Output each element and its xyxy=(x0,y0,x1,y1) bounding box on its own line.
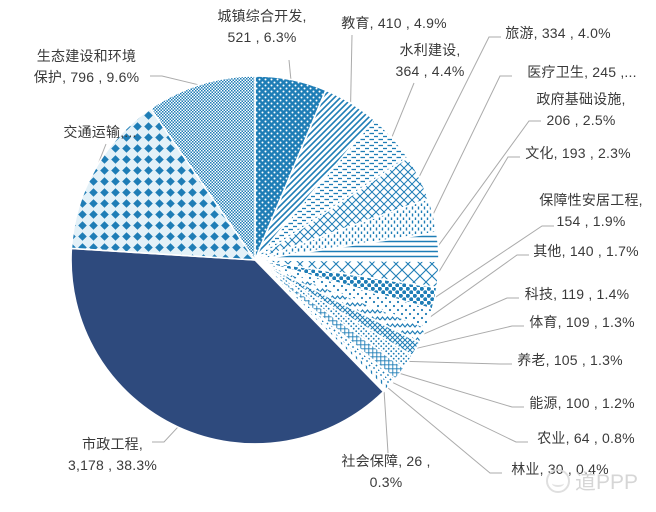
slice-label-line: 能源, 100 , 1.2% xyxy=(529,395,635,411)
slice-label-line: 教育, 410 , 4.9% xyxy=(341,15,447,31)
slice-label-transportation: 交通运输,... xyxy=(20,122,180,143)
watermark-text: 道PPP xyxy=(575,471,639,494)
leader-line-affordable-housing xyxy=(433,225,554,299)
leader-line-technology xyxy=(421,297,519,336)
slice-label-line: 文化, 193 , 2.3% xyxy=(525,145,631,161)
slice-label-education: 教育, 410 , 4.9% xyxy=(314,13,474,34)
slice-label-energy: 能源, 100 , 1.2% xyxy=(502,393,656,414)
slice-label-line: 养老, 105 , 1.3% xyxy=(517,352,623,368)
leader-line-education xyxy=(350,34,353,105)
slice-label-line: 154 , 1.9% xyxy=(556,213,626,229)
leader-line-other xyxy=(428,254,529,319)
slice-label-line: 364 , 4.4% xyxy=(395,63,465,79)
slice-label-affordable-housing: 保障性安居工程, 154 , 1.9% xyxy=(502,190,656,232)
watermark: 道PPP xyxy=(546,466,638,496)
slice-label-line: 交通运输,... xyxy=(63,124,137,140)
pie-slice-transportation xyxy=(70,107,256,261)
slice-label-tourism: 旅游, 334 , 4.0% xyxy=(478,23,638,44)
slice-label-line: 科技, 119 , 1.4% xyxy=(524,286,630,302)
slice-label-ecology-environment: 生态建设和环境 保护, 796 , 9.6% xyxy=(4,46,169,88)
leader-line-elderly-care xyxy=(407,360,512,365)
leader-line-water-conservancy xyxy=(391,82,415,139)
pie-slice-municipal-engineering xyxy=(70,247,385,445)
slice-label-urban-comprehensive-development: 城镇综合开发, 521 , 6.3% xyxy=(182,6,342,48)
leader-line-urban-comprehensive-development xyxy=(288,59,292,81)
slice-label-line: 社会保障, 26 , xyxy=(341,453,431,469)
slice-label-other: 其他, 140 , 1.7% xyxy=(506,241,656,262)
leader-line-culture xyxy=(436,156,520,275)
slice-label-line: 体育, 109 , 1.3% xyxy=(529,314,635,330)
slice-label-technology: 科技, 119 , 1.4% xyxy=(497,284,656,305)
slice-label-line: 水利建设, xyxy=(399,42,461,58)
slice-label-line: 市政工程, xyxy=(82,436,143,452)
leader-line-energy xyxy=(398,372,524,408)
slice-label-water-conservancy: 水利建设, 364 , 4.4% xyxy=(350,40,510,82)
slice-label-line: 农业, 64 , 0.8% xyxy=(537,430,635,446)
pie-slice-ecology-environment xyxy=(149,75,256,261)
slice-label-line: 政府基础设施, xyxy=(536,91,626,107)
slice-label-line: 城镇综合开发, xyxy=(217,8,307,24)
leader-line-municipal-engineering xyxy=(152,425,179,443)
slice-label-line: 保护, 796 , 9.6% xyxy=(33,69,140,85)
slice-label-municipal-engineering: 市政工程, 3,178 , 38.3% xyxy=(30,434,195,476)
leader-line-ecology-environment xyxy=(150,75,201,86)
leader-line-sports xyxy=(414,325,524,350)
slice-label-healthcare: 医疗卫生, 245 ,... xyxy=(496,62,656,83)
leader-line-agriculture xyxy=(391,381,528,443)
slice-label-sports: 体育, 109 , 1.3% xyxy=(502,312,656,333)
slice-label-line: 旅游, 334 , 4.0% xyxy=(505,25,611,41)
slice-label-line: 0.3% xyxy=(369,474,403,490)
leader-line-social-security xyxy=(383,389,389,454)
slice-label-line: 其他, 140 , 1.7% xyxy=(533,243,639,259)
slice-label-social-security: 社会保障, 26 , 0.3% xyxy=(306,451,466,493)
slice-label-agriculture: 农业, 64 , 0.8% xyxy=(506,428,656,449)
slice-label-line: 521 , 6.3% xyxy=(227,29,297,45)
slice-label-line: 生态建设和环境 xyxy=(36,48,137,64)
slice-label-line: 医疗卫生, 245 ,... xyxy=(527,64,637,80)
leader-line-tourism xyxy=(418,36,501,179)
leader-line-healthcare xyxy=(432,75,512,216)
watermark-circle-stamp-icon xyxy=(546,469,570,493)
slice-label-elderly-care: 养老, 105 , 1.3% xyxy=(490,350,650,371)
leader-line-government-infrastructure xyxy=(437,120,541,248)
slice-label-line: 206 , 2.5% xyxy=(546,112,616,128)
slice-label-culture: 文化, 193 , 2.3% xyxy=(498,143,656,164)
slice-label-line: 保障性安居工程, xyxy=(539,192,643,208)
slice-label-government-infrastructure: 政府基础设施, 206 , 2.5% xyxy=(498,89,656,131)
leader-line-forestry xyxy=(386,386,502,474)
slice-label-line: 3,178 , 38.3% xyxy=(68,457,157,473)
